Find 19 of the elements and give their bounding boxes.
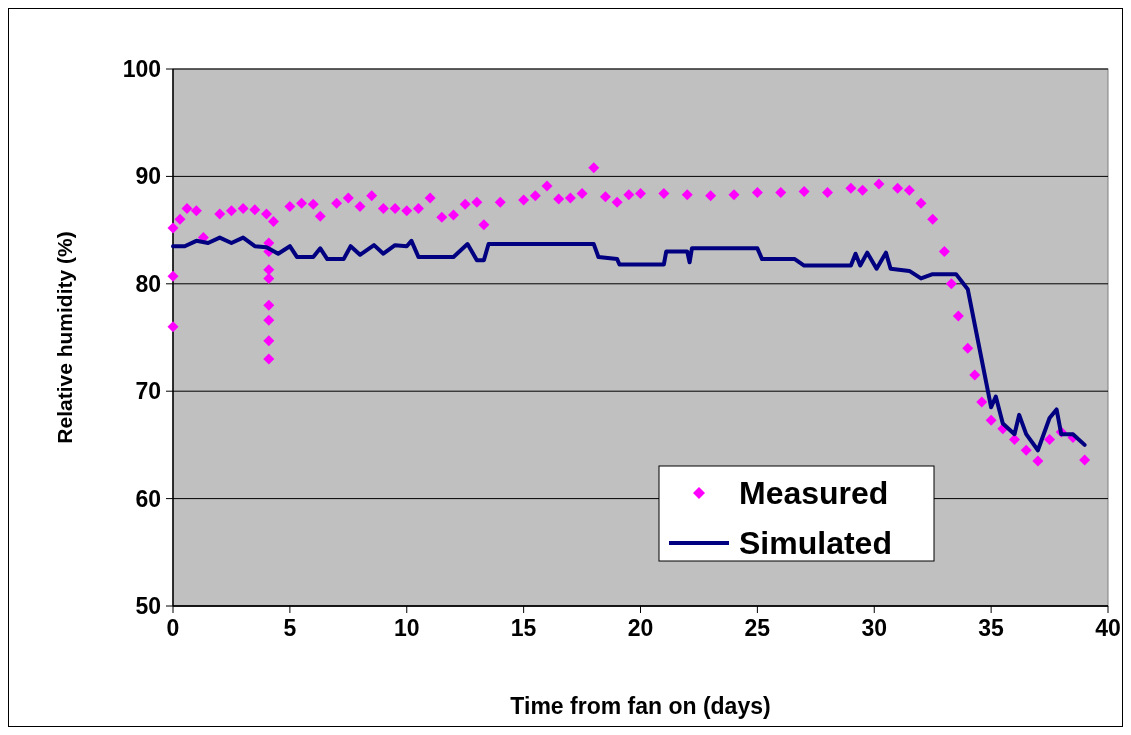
- x-tick-label: 5: [283, 615, 297, 641]
- y-tick-label: 70: [135, 378, 161, 405]
- y-tick-label: 50: [135, 593, 161, 619]
- y-axis-title: Relative humidity (%): [53, 231, 76, 444]
- x-tick-label: 20: [627, 615, 654, 641]
- x-tick-label: 10: [393, 615, 420, 641]
- x-axis-title: Time from fan on (days): [510, 693, 771, 719]
- x-tick-label: 15: [510, 615, 537, 641]
- x-tick-label: 30: [861, 615, 888, 641]
- y-tick-label: 100: [122, 56, 161, 82]
- x-tick-label: 40: [1095, 615, 1121, 641]
- legend-label: Simulated: [739, 525, 892, 561]
- x-tick-label: 0: [166, 615, 180, 641]
- x-tick-label: 25: [744, 615, 771, 641]
- y-tick-label: 90: [135, 163, 161, 190]
- y-tick-label: 60: [135, 485, 161, 512]
- legend-label: Measured: [739, 475, 889, 511]
- y-tick-label: 80: [135, 270, 161, 297]
- x-tick-label: 35: [978, 615, 1005, 641]
